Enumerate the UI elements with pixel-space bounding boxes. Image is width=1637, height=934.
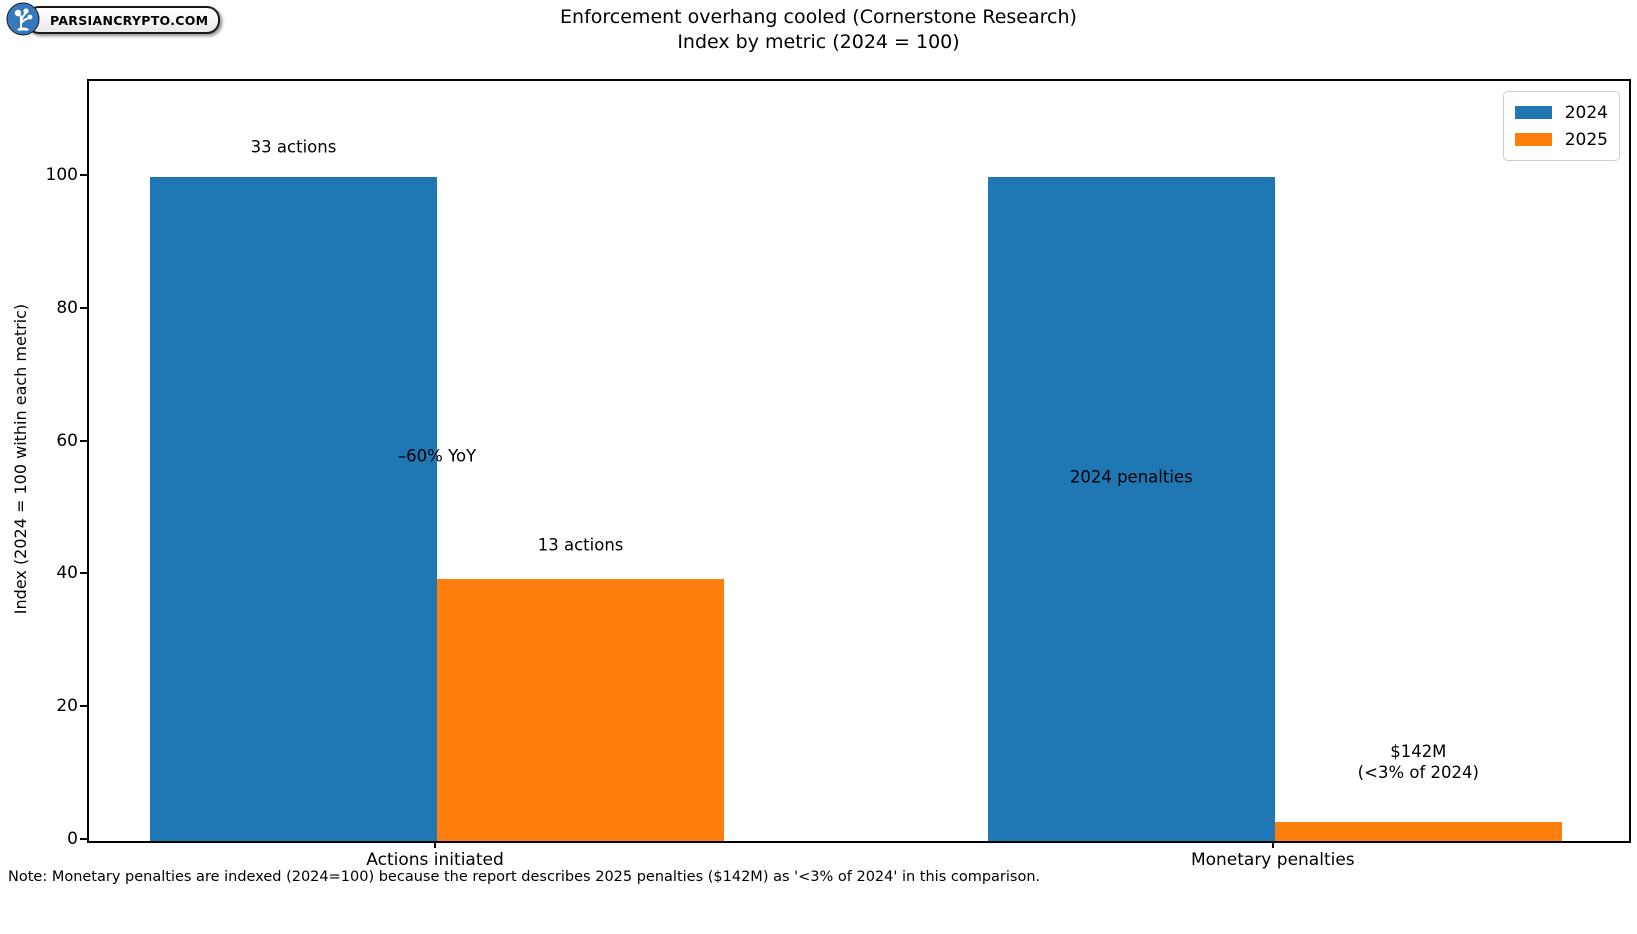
annotation-line: 13 actions <box>537 535 624 555</box>
chart-header: Enforcement overhang cooled (Cornerstone… <box>0 5 1637 55</box>
bar-2024-monetary-penalties <box>987 177 1275 841</box>
annotation-142m: $142M (<3% of 2024) <box>1358 741 1479 783</box>
annotation-line: $142M <box>1390 742 1447 761</box>
x-tick-label-actions-initiated: Actions initiated <box>366 850 504 870</box>
legend-item-2024: 2024 <box>1514 99 1608 126</box>
y-tick-label-80: 80 <box>56 297 78 318</box>
y-tick-mark-100 <box>80 174 88 177</box>
annotation-33-actions: 33 actions <box>251 137 337 158</box>
y-tick-label-0: 0 <box>67 829 78 849</box>
chart-title: Enforcement overhang cooled (Cornerstone… <box>560 6 1077 28</box>
logo-text: PARSIANCRYPTO.COM <box>50 12 209 28</box>
site-logo: PARSIANCRYPTO.COM <box>6 2 221 36</box>
logo-pill: PARSIANCRYPTO.COM <box>26 6 221 34</box>
chart-subtitle: Index by metric (2024 = 100) <box>677 31 960 53</box>
y-axis-label: Index (2024 = 100 within each metric) <box>11 303 30 615</box>
y-tick-label-20: 20 <box>56 696 78 717</box>
y-tick-mark-0 <box>80 838 88 840</box>
legend-item-2025: 2025 <box>1514 126 1608 153</box>
y-tick-mark-80 <box>80 306 88 309</box>
legend-swatch-2024 <box>1514 106 1552 119</box>
legend-swatch-2025 <box>1514 133 1552 146</box>
plot-area: 2024 2025 33 actions –60% YoY 13 actions 202… <box>87 79 1631 843</box>
annotation-13-actions: 13 actions <box>538 534 624 555</box>
y-tick-label-40: 40 <box>56 563 78 584</box>
y-tick-mark-40 <box>80 572 88 575</box>
x-tick-mark-monetary-penalties <box>1271 841 1274 848</box>
footnote: Note: Monetary penalties are indexed (20… <box>8 869 1041 885</box>
bar-2024-actions-initiated <box>149 177 438 841</box>
x-tick-mark-actions-initiated <box>434 841 437 848</box>
parsiancrypto-logo-icon <box>6 2 40 36</box>
legend-label-2025: 2025 <box>1564 129 1608 150</box>
annotation-line: –60% YoY <box>397 446 477 466</box>
annotation-line: 2024 penalties <box>1069 467 1193 487</box>
y-tick-label-100: 100 <box>45 165 78 186</box>
y-tick-mark-60 <box>80 439 88 442</box>
bar-2025-monetary-penalties <box>1274 822 1562 841</box>
annotation-2024-penalties: 2024 penalties <box>1070 467 1193 488</box>
y-tick-mark-20 <box>80 705 88 708</box>
annotation-line: (<3% of 2024) <box>1357 763 1479 782</box>
annotation-line: 33 actions <box>250 137 337 157</box>
legend-label-2024: 2024 <box>1564 102 1608 123</box>
y-tick-label-60: 60 <box>56 430 78 451</box>
legend: 2024 2025 <box>1502 91 1620 161</box>
x-tick-label-monetary-penalties: Monetary penalties <box>1190 850 1355 870</box>
annotation-60-yoy: –60% YoY <box>398 446 476 467</box>
bar-2025-actions-initiated <box>437 579 725 841</box>
